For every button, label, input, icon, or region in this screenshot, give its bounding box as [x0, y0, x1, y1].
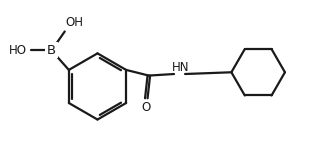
Text: HN: HN	[172, 61, 189, 74]
Text: HO: HO	[9, 44, 27, 57]
Text: O: O	[142, 101, 151, 114]
Text: B: B	[47, 44, 56, 57]
Text: OH: OH	[66, 16, 84, 29]
